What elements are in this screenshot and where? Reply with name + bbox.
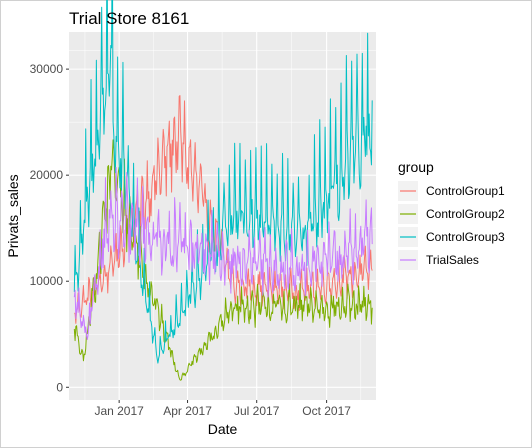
legend-label-ControlGroup3: ControlGroup3 [426, 230, 505, 244]
series-line-TrialSales [73, 166, 373, 341]
y-tick-label: 0 [56, 380, 63, 394]
y-axis-title: Privats_sales [5, 174, 21, 257]
legend: group ControlGroup1 ControlGroup2 ControlG… [398, 159, 505, 270]
legend-label-ControlGroup1: ControlGroup1 [426, 184, 505, 198]
x-tick-label: Apr 2017 [163, 404, 212, 418]
x-tick-label: Oct 2017 [302, 404, 351, 418]
series-line-ControlGroup3 [73, 0, 373, 364]
legend-label-TrialSales: TrialSales [426, 253, 479, 267]
x-axis-title: Date [208, 421, 238, 437]
chart-title: Trial Store 8161 [69, 9, 189, 28]
y-tick-label: 20000 [30, 168, 64, 182]
series-line-ControlGroup2 [73, 139, 373, 381]
axes: 0 10000 20000 30000 Jan 2017 Apr 2017 Jul 2017… [30, 62, 352, 418]
x-tick-label: Jan 2017 [94, 404, 144, 418]
legend-label-ControlGroup2: ControlGroup2 [426, 207, 505, 221]
y-tick-label: 10000 [30, 274, 64, 288]
series-lines [73, 0, 373, 381]
y-tick-label: 30000 [30, 62, 64, 76]
x-tick-label: Jul 2017 [234, 404, 280, 418]
legend-title: group [398, 159, 434, 175]
